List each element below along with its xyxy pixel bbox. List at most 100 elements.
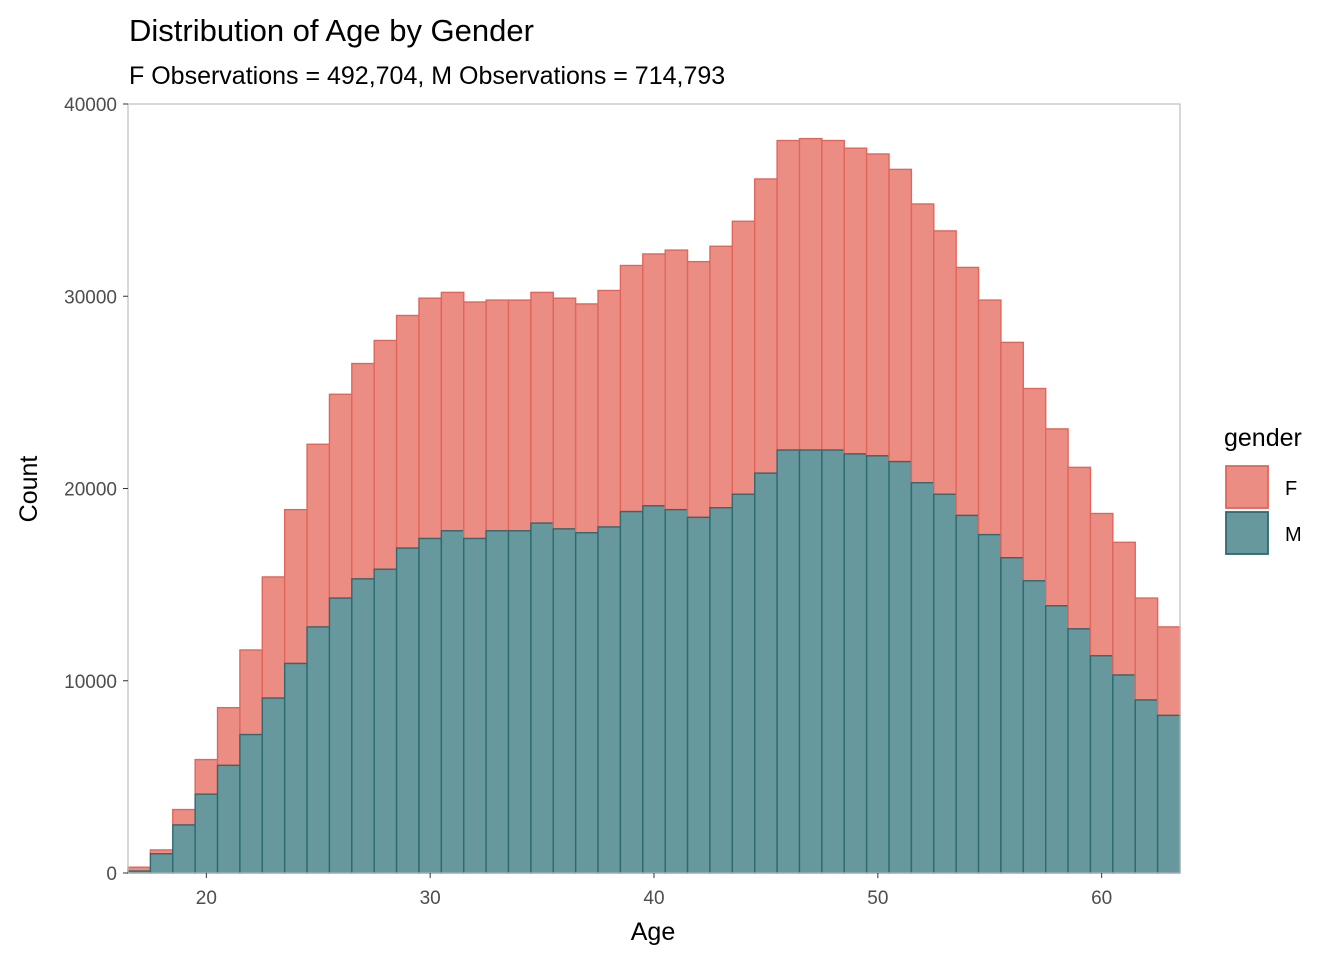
bar-M-age-22	[239, 733, 263, 874]
chart-subtitle: F Observations = 492,704, M Observations…	[129, 62, 725, 90]
bar-F-age-52	[910, 203, 935, 484]
bar-F-age-56	[1000, 341, 1025, 559]
bar-F-age-45	[754, 178, 778, 474]
bar-F-age-41	[664, 249, 689, 511]
bar-M-age-33	[485, 530, 510, 874]
bar-F-age-47	[798, 137, 823, 451]
bar-M-age-62	[1134, 699, 1159, 874]
x-tick-label: 60	[1091, 888, 1112, 909]
bar-M-age-27	[351, 578, 375, 874]
bar-F-age-19	[172, 808, 196, 826]
bar-M-age-25	[306, 626, 331, 874]
bar-M-age-38	[597, 526, 622, 874]
bar-F-age-22	[239, 649, 263, 736]
bar-M-age-49	[843, 453, 868, 874]
bar-M-age-31	[440, 530, 465, 874]
bar-F-age-25	[306, 443, 331, 628]
bar-M-age-59	[1067, 628, 1092, 874]
bar-M-age-47	[798, 449, 823, 874]
bar-F-age-54	[955, 266, 980, 517]
bar-F-age-46	[776, 139, 801, 451]
bar-F-age-31	[440, 291, 465, 532]
bar-F-age-62	[1134, 597, 1159, 701]
bar-F-age-36	[552, 297, 577, 530]
bar-F-age-26	[328, 393, 353, 599]
bar-M-age-26	[328, 597, 353, 874]
bar-F-age-38	[597, 289, 622, 528]
bar-M-age-29	[395, 547, 420, 874]
legend-label-M: M	[1285, 524, 1302, 546]
bar-M-age-51	[888, 460, 913, 874]
bar-M-age-39	[619, 510, 644, 874]
legend-title: gender	[1224, 424, 1302, 452]
bar-M-age-28	[373, 568, 398, 874]
bar-M-age-53	[933, 493, 957, 874]
bar-M-age-30	[418, 537, 443, 874]
bars-group	[127, 137, 1181, 874]
bar-F-age-24	[283, 508, 308, 665]
y-tick-label: 10000	[64, 672, 117, 693]
bar-F-age-32	[463, 301, 487, 540]
y-axis: 0 10000 20000 30000 40000	[64, 95, 128, 885]
legend-key-M	[1225, 511, 1269, 555]
bar-M-age-36	[552, 528, 577, 874]
bar-F-age-23	[261, 576, 286, 699]
x-axis-title: Age	[631, 918, 675, 946]
y-tick-label: 30000	[64, 287, 117, 308]
bar-F-age-34	[507, 299, 532, 532]
bar-M-age-35	[530, 522, 554, 874]
bar-F-age-58	[1045, 428, 1069, 607]
bar-M-age-60	[1089, 655, 1114, 874]
bar-M-age-37	[574, 532, 599, 874]
bar-F-age-20	[194, 758, 219, 795]
legend: gender F M	[1224, 424, 1302, 555]
bar-M-age-40	[642, 505, 666, 874]
bar-F-age-49	[843, 147, 868, 455]
bar-M-age-61	[1112, 674, 1136, 874]
bar-F-age-33	[485, 299, 510, 532]
bar-M-age-57	[1022, 580, 1047, 874]
bar-M-age-48	[821, 449, 845, 874]
y-tick-label: 0	[106, 864, 117, 885]
bar-F-age-57	[1022, 387, 1047, 582]
bar-F-age-43	[709, 245, 734, 509]
bar-F-age-37	[574, 303, 599, 534]
y-axis-title: Count	[15, 456, 43, 523]
bar-F-age-28	[373, 339, 398, 570]
x-tick-label: 50	[867, 888, 888, 909]
bar-M-age-50	[865, 455, 890, 874]
bar-F-age-59	[1067, 466, 1092, 630]
bar-F-age-55	[977, 299, 1002, 536]
x-tick-label: 40	[643, 888, 664, 909]
bar-M-age-45	[754, 472, 778, 874]
bar-F-age-39	[619, 264, 644, 513]
bar-F-age-35	[530, 291, 554, 524]
bar-M-age-58	[1045, 605, 1069, 874]
bar-M-age-63	[1156, 714, 1181, 874]
bar-M-age-23	[261, 697, 286, 874]
bar-M-age-55	[977, 533, 1002, 874]
bar-M-age-34	[507, 530, 532, 874]
x-tick-label: 20	[196, 888, 217, 909]
bar-F-age-29	[395, 314, 420, 549]
bar-F-age-53	[933, 230, 957, 495]
bar-F-age-61	[1112, 541, 1136, 676]
bar-F-age-30	[418, 297, 443, 540]
bar-F-age-51	[888, 168, 913, 463]
bar-F-age-21	[216, 706, 241, 767]
legend-label-F: F	[1285, 478, 1297, 500]
y-tick-label: 20000	[64, 480, 117, 501]
bar-M-age-20	[194, 793, 219, 874]
x-tick-label: 30	[420, 888, 441, 909]
bar-M-age-18	[149, 853, 174, 874]
chart-title: Distribution of Age by Gender	[129, 13, 534, 48]
bar-F-age-40	[642, 253, 666, 507]
bar-M-age-32	[463, 537, 487, 874]
bar-F-age-44	[731, 220, 756, 495]
bar-M-age-56	[1000, 557, 1025, 874]
bar-M-age-21	[216, 764, 241, 874]
bar-F-age-42	[686, 260, 711, 519]
y-tick-label: 40000	[64, 95, 117, 116]
bar-F-age-50	[865, 153, 890, 457]
bar-M-age-24	[283, 662, 308, 874]
